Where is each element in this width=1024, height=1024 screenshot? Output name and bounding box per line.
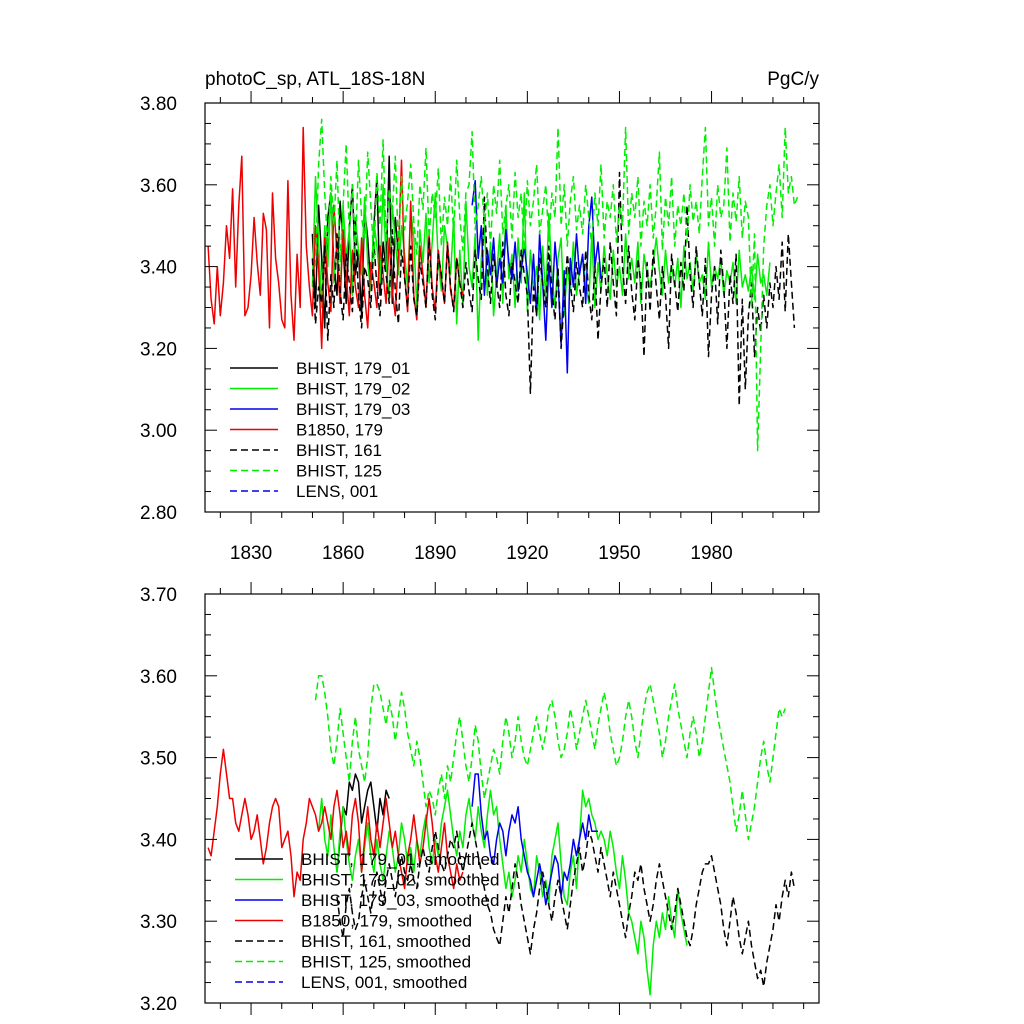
y-tick-label: 2.80 [140,503,177,524]
plot-frame [204,593,820,1004]
series-lines [207,666,796,996]
legend-label: BHIST, 179_03, smoothed [301,891,499,910]
y-tick-label: 3.80 [140,94,177,115]
series-line-0 [336,773,390,873]
legend-label: LENS, 001 [296,482,378,501]
y-tick-label: 3.00 [140,421,177,442]
x-tick-label: 1920 [506,543,548,564]
y-tick-label: 3.40 [140,830,177,851]
y-tick-label: 3.40 [140,258,177,279]
legend-label: BHIST, 161 [296,441,382,460]
series-lines [207,118,799,452]
y-tick-label: 3.60 [140,176,177,197]
smoothed-panel: 3.20 3.30 3.40 3.50 3.60 3.70 BHIST, 179_01, s… [140,582,820,1015]
legend-label: LENS, 001, smoothed [301,973,467,992]
y-tick-label: 3.20 [140,994,177,1015]
legend-label: B1850, 179 [296,421,383,440]
annual-panel: 2.80 3.00 3.20 3.40 3.60 3.80 1830 1860 1890 1920… [140,91,820,564]
series-line-2 [471,179,602,374]
chart-title: photoC_sp, ATL_18S-18N [205,69,425,90]
legend-label: BHIST, 179_02, smoothed [301,871,499,890]
series-line-3 [207,126,464,350]
legend-label: BHIST, 179_01 [296,359,410,378]
legend-label: BHIST, 161, smoothed [301,932,471,951]
series-line-5 [314,118,799,452]
legend-label: BHIST, 179_02 [296,380,410,399]
series-line-5 [314,666,786,841]
x-tick-label: 1980 [690,543,732,564]
legend: BHIST, 179_01, smoothed BHIST, 179_02, sm… [235,850,499,992]
y-tick-label: 3.60 [140,667,177,688]
series-line-2 [471,773,598,906]
series-line-4 [311,171,796,407]
legend-label: BHIST, 179_01, smoothed [301,850,499,869]
units-label: PgC/y [767,69,819,90]
x-tick-label: 1830 [230,543,272,564]
y-tick-label: 3.20 [140,339,177,360]
y-tick-label: 3.30 [140,912,177,933]
y-tick-label: 3.70 [140,585,177,606]
legend-label: BHIST, 125, smoothed [301,953,471,972]
legend-label: BHIST, 179_03 [296,400,410,419]
y-tick-label: 3.50 [140,749,177,770]
x-tick-label: 1950 [598,543,640,564]
legend-label: B1850, 179, smoothed [301,912,472,931]
series-line-1 [317,789,688,996]
series-line-4 [336,822,796,988]
x-tick-label: 1860 [322,543,364,564]
legend-label: BHIST, 125 [296,462,382,481]
x-tick-label: 1890 [414,543,456,564]
